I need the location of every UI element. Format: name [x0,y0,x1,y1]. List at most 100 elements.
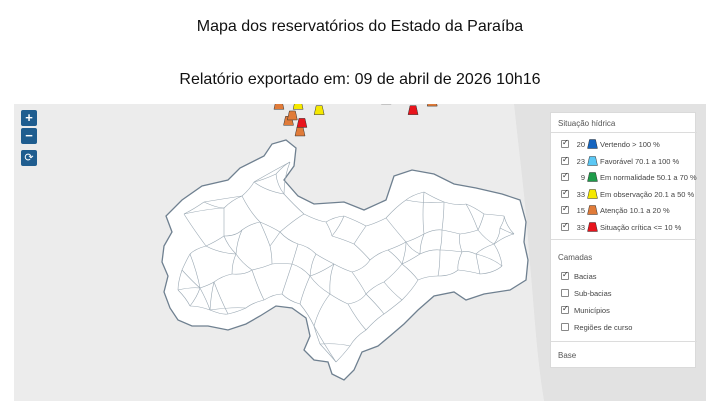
layer-item[interactable]: Bacias [561,270,695,282]
municipality-border [283,161,291,195]
municipality-border [279,231,299,245]
zoom-in-button[interactable]: + [21,110,37,126]
municipality-border [205,245,237,255]
zoom-out-button[interactable]: − [21,128,37,144]
municipality-border [347,303,367,331]
municipality-border [177,287,201,291]
municipality-border [493,233,515,245]
municipality-border [281,263,293,295]
municipality-border [189,253,201,289]
legend-label: Em observação 20.1 a 50 % [600,189,695,199]
layer-label: Sub-bacias [574,289,612,298]
municipality-border [423,229,443,235]
reservoir-marker-critica[interactable] [407,105,419,115]
legend-count: 33 [576,189,585,199]
municipality-border [309,263,335,277]
situacao-heading: Situação hídrica [558,119,616,128]
layer-item[interactable]: Sub-bacias [561,288,695,299]
municipality-border [401,253,421,265]
municipality-border [419,233,425,255]
municipality-border [441,229,461,235]
layer-checkbox[interactable] [561,270,569,280]
municipality-border [331,235,355,245]
base-heading[interactable]: Base [558,351,577,360]
municipality-border [299,303,315,327]
reservoir-marker-observacao[interactable] [292,104,304,110]
legend-item-normalidade[interactable]: 9 Em normalidade 50.1 a 70 % [561,171,697,183]
legend-checkbox[interactable] [561,204,569,214]
municipality-border [181,253,191,271]
municipality-border [459,233,463,253]
legend-label: Situação crítica <= 10 % [600,222,682,232]
reservoir-marker-critica[interactable] [296,118,308,128]
municipality-border [231,269,253,275]
legend-panel: Situação hídrica 20 Vertendo > 100 % 23 Fav… [550,112,697,368]
legend-checkbox[interactable] [561,155,569,165]
municipality-border [315,253,335,265]
municipality-border [405,241,421,255]
paraiba-state-outline [161,139,529,381]
legend-divider [551,239,697,240]
legend-item-atencao[interactable]: 15 Atenção 10.1 a 20 % [561,204,695,216]
layer-item[interactable]: Regiões de curso [561,322,695,333]
municipality-border [283,193,305,215]
reservoir-marker-observacao[interactable] [313,105,325,115]
legend-item-favoravel[interactable]: 23 Favorável 70.1 a 100 % [561,155,695,167]
municipality-border [369,249,389,261]
municipality-border [475,253,503,267]
legend-checkbox[interactable] [561,188,569,198]
reservoir-marker-atencao[interactable] [294,126,306,137]
municipality-border [325,221,333,237]
municipality-border [313,325,321,345]
legend-label: Favorável 70.1 a 100 % [600,156,680,166]
municipality-border [291,263,311,277]
municipality-border [457,269,481,275]
legend-item-vertendo[interactable]: 20 Vertendo > 100 % [561,138,695,150]
reservoir-marker-atencao[interactable] [273,104,285,110]
municipality-border [477,229,495,245]
municipality-border [365,293,385,315]
municipality-border [309,275,331,295]
municipality-border [325,215,345,223]
municipality-border [405,191,425,201]
municipality-border [465,203,479,231]
legend-divider [551,341,697,342]
municipality-border [343,215,367,227]
legend-checkbox[interactable] [561,138,569,148]
municipality-border [347,293,367,305]
layer-checkbox[interactable] [561,323,569,331]
municipality-border [405,233,425,243]
municipality-border [493,227,501,245]
reservoir-symbol-icon [587,139,598,149]
legend-item-critica[interactable]: 33 Situação crítica <= 10 % [561,221,695,233]
legend-count: 23 [576,156,585,166]
layer-checkbox[interactable] [561,304,569,314]
municipality-border [351,271,367,295]
layer-checkbox[interactable] [561,289,569,297]
municipality-border [189,245,207,255]
reset-view-button[interactable]: ⟳ [21,150,37,166]
reservoir-marker-atencao[interactable] [287,110,298,121]
municipality-border [313,293,331,327]
legend-item-observacao[interactable]: 33 Em observação 20.1 a 50 % [561,188,695,200]
municipality-border [205,235,225,247]
municipality-border [313,325,337,363]
municipality-border [223,195,243,209]
legend-label: Vertendo > 100 % [600,140,660,149]
municipality-border [199,281,215,289]
report-export-date: Relatório exportado em: 09 de abril de 2… [179,71,541,88]
municipality-border [235,253,253,271]
municipality-border [183,213,207,247]
reservoir-marker-atencao[interactable] [426,104,438,107]
legend-checkbox[interactable] [561,171,569,181]
municipality-border [401,279,419,301]
municipality-border [183,201,205,215]
municipality-border [422,191,425,235]
legend-checkbox[interactable] [561,221,569,231]
municipality-border [223,229,243,237]
municipality-border [479,265,503,275]
municipality-border [349,329,367,347]
municipality-border [483,213,505,217]
municipality-border [259,221,281,233]
layer-item[interactable]: Municípios [561,304,695,316]
